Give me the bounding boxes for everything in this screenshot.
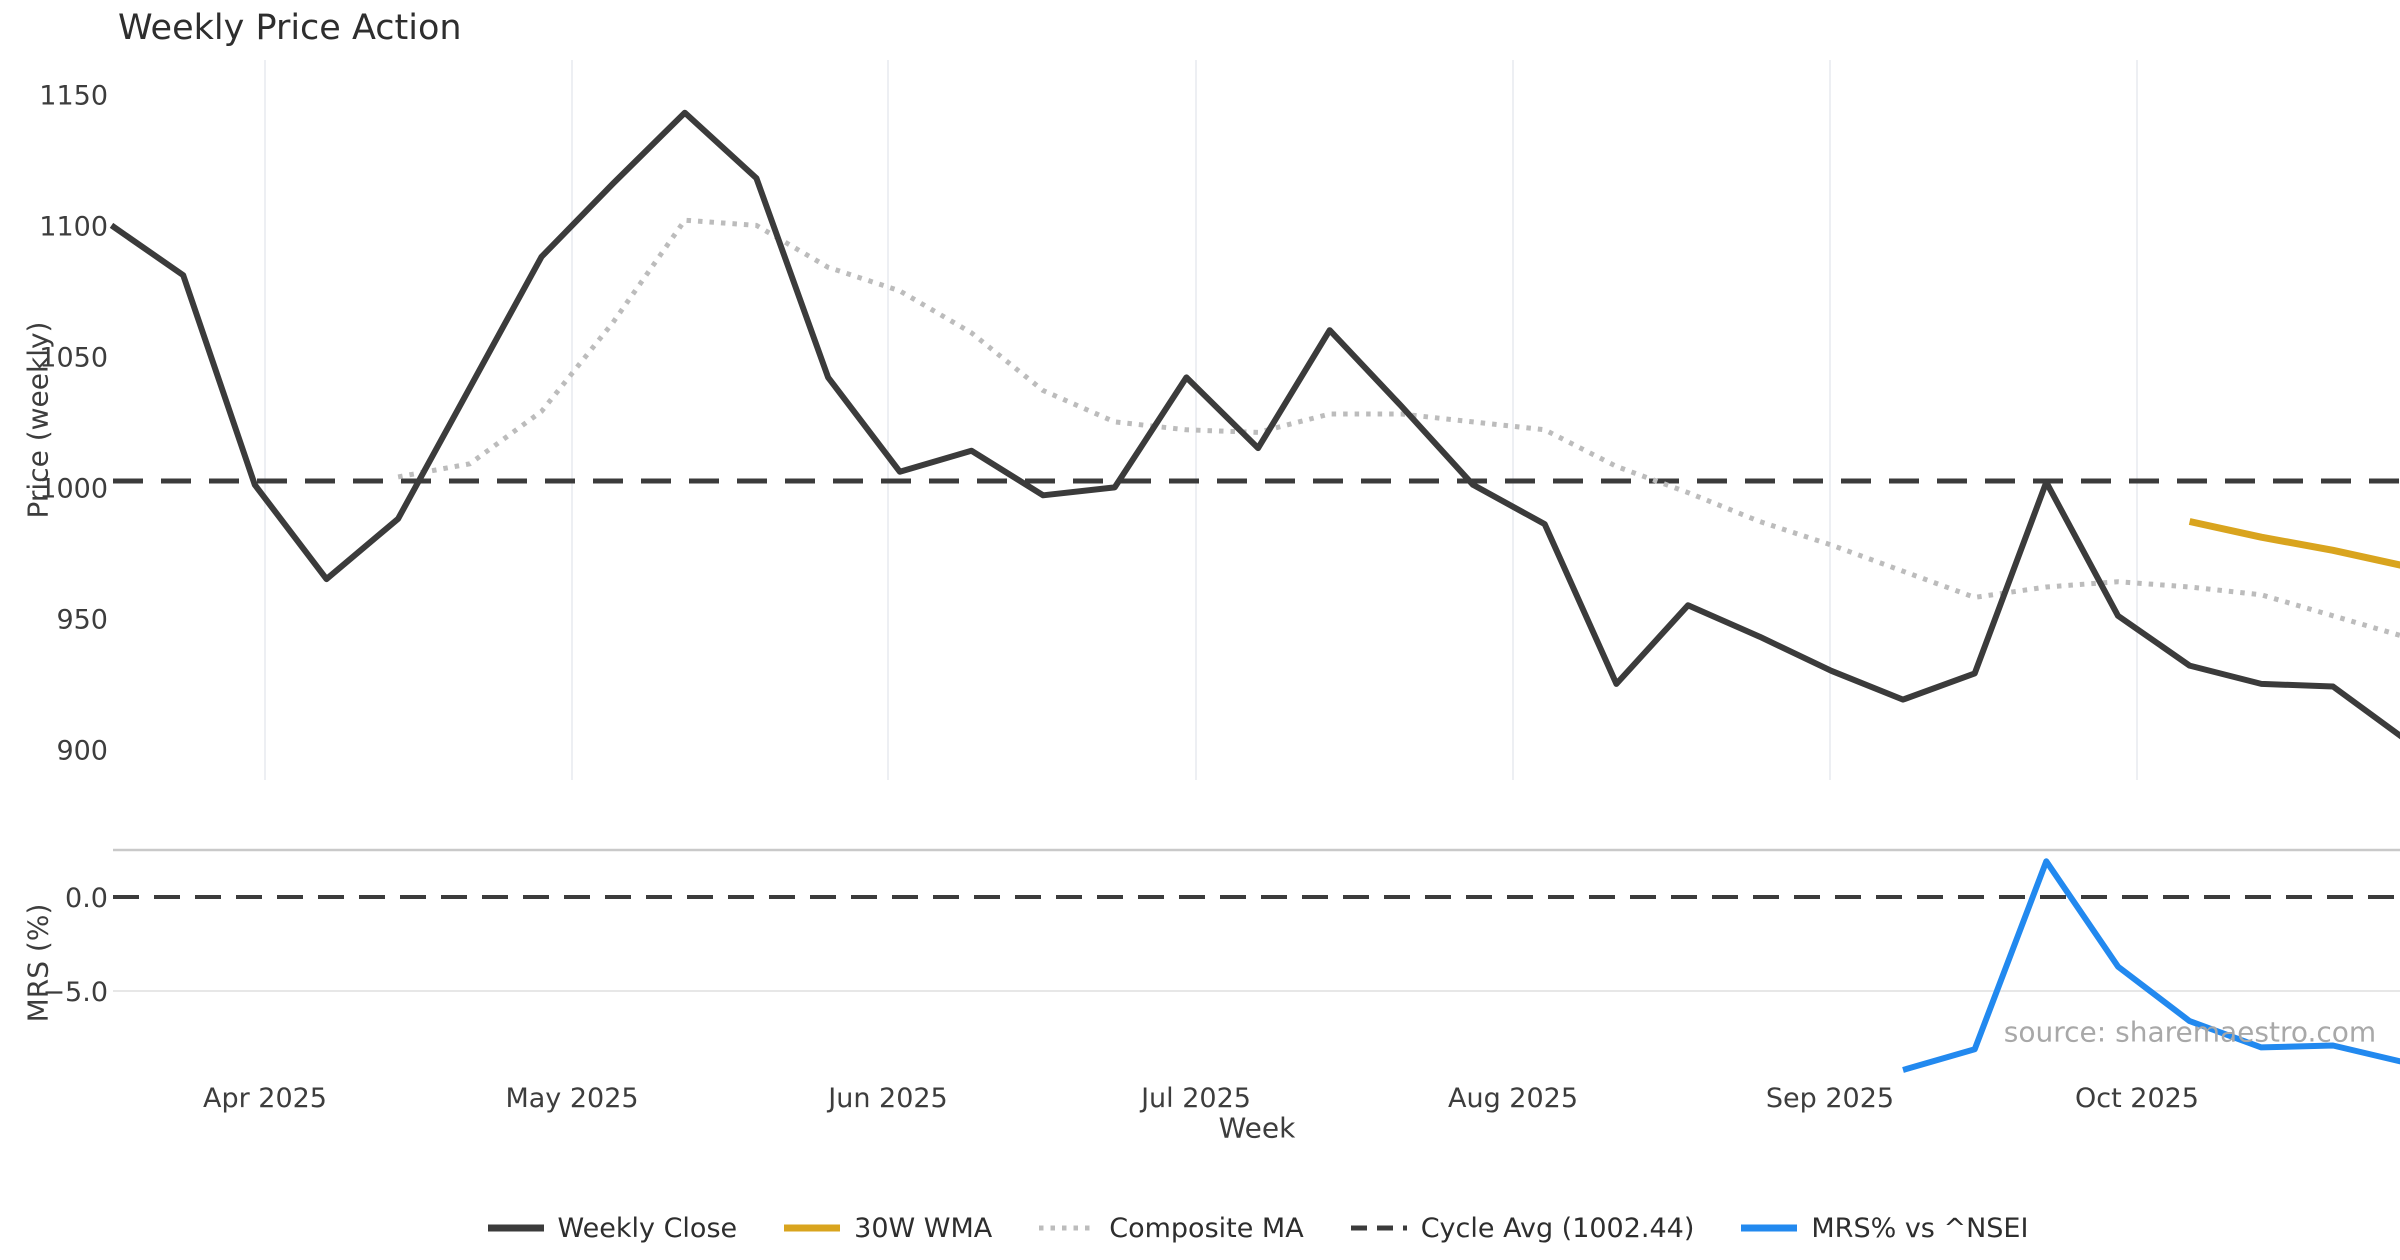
- legend-item-composite-ma: Composite MA: [1038, 1212, 1304, 1244]
- x-axis-label: Week: [1218, 1111, 1296, 1145]
- legend-label-weekly-close: Weekly Close: [557, 1212, 738, 1244]
- x-tick: Jun 2025: [826, 1083, 947, 1114]
- mrs-line: [1902, 858, 2400, 1073]
- legend-swatch-30w-wma: [784, 1224, 841, 1232]
- price-y-tick: 900: [56, 735, 108, 766]
- watermark-text: source: sharemaestro.com: [2003, 1015, 2377, 1049]
- legend-swatch-cycle-avg: [1350, 1225, 1407, 1231]
- price-y-tick: 950: [56, 604, 108, 635]
- price-axis-label: Price (weekly): [21, 321, 55, 519]
- legend-item-mrs: MRS% vs ^NSEI: [1740, 1213, 2028, 1244]
- legend-item-cycle-avg: Cycle Avg (1002.44): [1350, 1212, 1695, 1244]
- legend-label-cycle-avg: Cycle Avg (1002.44): [1420, 1212, 1695, 1244]
- price-y-tick: 1100: [39, 211, 108, 242]
- legend: Weekly Close 30W WMA Composite MA Cycle …: [115, 1204, 2400, 1252]
- legend-swatch-composite-ma: [1039, 1225, 1096, 1231]
- mrs-axis-label: MRS (%): [21, 903, 55, 1023]
- legend-item-weekly-close: Weekly Close: [487, 1212, 738, 1244]
- price-y-tick: 1000: [39, 473, 108, 504]
- mrs-y-tick: 0.0: [65, 883, 108, 914]
- legend-swatch-mrs: [1741, 1224, 1798, 1232]
- x-tick: Jul 2025: [1139, 1083, 1251, 1114]
- x-tick: May 2025: [505, 1083, 638, 1114]
- legend-item-30w-wma: 30W WMA: [783, 1213, 992, 1244]
- price-y-tick: 1050: [39, 342, 108, 373]
- mrs-y-tick: −5.0: [42, 977, 108, 1008]
- legend-label-30w-wma: 30W WMA: [854, 1212, 993, 1244]
- x-tick: Apr 2025: [203, 1083, 327, 1114]
- 30w-wma-line: [2188, 518, 2400, 569]
- x-tick: Sep 2025: [1766, 1083, 1894, 1114]
- weekly-close-line: [109, 109, 2400, 740]
- chart-title: Weekly Price Action: [118, 8, 462, 48]
- legend-label-composite-ma: Composite MA: [1109, 1212, 1304, 1244]
- composite-ma-line: [397, 217, 2400, 638]
- x-tick: Aug 2025: [1448, 1083, 1578, 1114]
- x-tick: Oct 2025: [2075, 1083, 2199, 1114]
- legend-swatch-weekly-close: [487, 1224, 544, 1232]
- legend-label-mrs: MRS% vs ^NSEI: [1811, 1212, 2029, 1244]
- price-y-tick: 1150: [39, 80, 108, 111]
